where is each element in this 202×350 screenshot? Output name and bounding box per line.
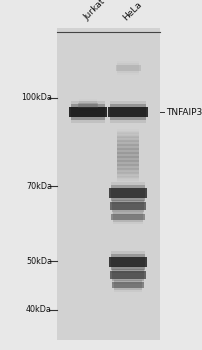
- Bar: [117, 131, 139, 134]
- Bar: [117, 159, 139, 162]
- Bar: [117, 147, 139, 150]
- Bar: [111, 254, 145, 270]
- Text: Jurkat: Jurkat: [82, 0, 107, 22]
- Bar: [112, 282, 144, 288]
- Bar: [117, 157, 139, 161]
- Bar: [113, 212, 143, 222]
- Bar: [112, 199, 144, 212]
- Bar: [114, 280, 142, 290]
- Bar: [117, 140, 139, 143]
- Bar: [117, 162, 139, 166]
- Bar: [110, 202, 146, 210]
- Bar: [117, 165, 139, 169]
- Bar: [117, 61, 139, 75]
- Bar: [117, 172, 139, 175]
- Bar: [117, 156, 139, 159]
- Bar: [111, 214, 145, 220]
- Bar: [117, 180, 139, 183]
- Bar: [112, 197, 144, 215]
- Bar: [117, 153, 139, 157]
- Bar: [78, 103, 98, 107]
- Bar: [109, 188, 147, 198]
- Bar: [110, 104, 146, 120]
- Bar: [117, 152, 139, 155]
- Text: TNFAIP3: TNFAIP3: [166, 107, 202, 117]
- Bar: [116, 65, 141, 71]
- Bar: [111, 251, 145, 273]
- Bar: [117, 142, 139, 146]
- Bar: [117, 141, 139, 145]
- Bar: [117, 132, 139, 135]
- Bar: [117, 128, 139, 131]
- Bar: [117, 149, 139, 153]
- Bar: [117, 133, 139, 137]
- Bar: [114, 278, 142, 292]
- Bar: [71, 101, 105, 123]
- Bar: [117, 169, 139, 173]
- Bar: [117, 63, 139, 73]
- Bar: [117, 150, 139, 154]
- Text: HeLa: HeLa: [122, 0, 144, 22]
- Bar: [111, 182, 145, 204]
- Bar: [117, 164, 139, 167]
- Text: 70kDa: 70kDa: [26, 182, 52, 190]
- Bar: [117, 148, 139, 152]
- Bar: [117, 155, 139, 158]
- Text: 100kDa: 100kDa: [21, 93, 52, 103]
- Bar: [110, 101, 146, 123]
- Bar: [111, 185, 145, 201]
- Bar: [117, 170, 139, 174]
- Bar: [112, 268, 144, 281]
- Bar: [108, 107, 148, 117]
- Bar: [57, 28, 160, 340]
- Bar: [117, 161, 139, 165]
- Bar: [117, 134, 139, 138]
- Bar: [117, 176, 139, 180]
- Bar: [113, 210, 143, 224]
- Bar: [117, 139, 139, 142]
- Text: 40kDa: 40kDa: [26, 306, 52, 315]
- Bar: [117, 175, 139, 178]
- Bar: [117, 136, 139, 139]
- Bar: [79, 101, 97, 109]
- Bar: [117, 160, 139, 163]
- Bar: [109, 257, 147, 267]
- Bar: [71, 104, 105, 120]
- Bar: [112, 266, 144, 284]
- Bar: [110, 271, 146, 279]
- Text: 50kDa: 50kDa: [26, 257, 52, 266]
- Bar: [117, 168, 139, 172]
- Bar: [117, 144, 139, 147]
- Bar: [117, 173, 139, 177]
- Bar: [117, 145, 139, 149]
- Bar: [117, 178, 139, 182]
- Bar: [117, 177, 139, 181]
- Bar: [117, 167, 139, 170]
- Bar: [69, 107, 107, 117]
- Bar: [117, 129, 139, 133]
- Bar: [79, 99, 97, 111]
- Bar: [117, 137, 139, 141]
